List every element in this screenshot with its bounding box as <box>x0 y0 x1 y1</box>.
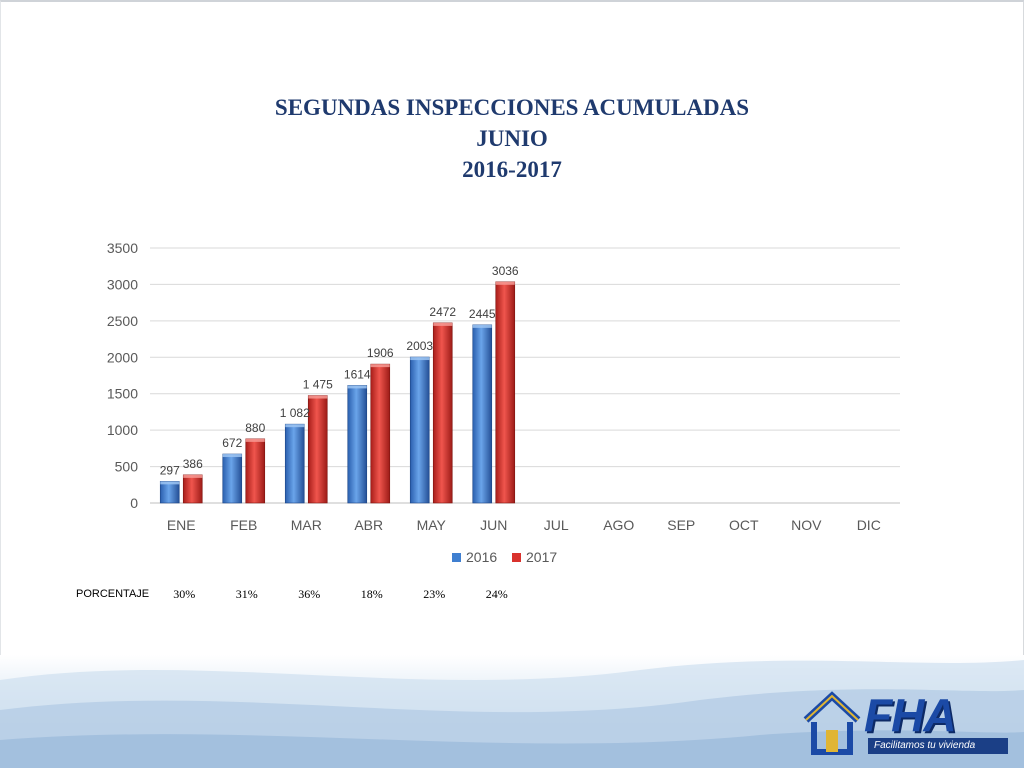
bar-cap <box>160 481 180 485</box>
bar-2017-mar <box>307 395 328 504</box>
bar-2016-may <box>409 356 430 504</box>
logo-tagline: Facilitamos tu vivienda <box>868 738 1008 754</box>
y-tick-label: 0 <box>130 495 138 511</box>
y-tick-label: 3500 <box>107 240 138 256</box>
x-tick-label: OCT <box>729 517 759 533</box>
bar-2017-abr <box>370 363 391 504</box>
bar-2016-ene <box>159 481 180 504</box>
y-tick-label: 2000 <box>107 349 138 365</box>
data-label: 3036 <box>492 264 519 278</box>
title-line-3: 2016-2017 <box>462 157 562 182</box>
title-line-2: JUNIO <box>476 126 548 151</box>
x-tick-label: SEP <box>667 517 695 533</box>
data-label: 2472 <box>429 305 456 319</box>
x-tick-label: ABR <box>354 517 383 533</box>
bar-cap <box>433 322 453 326</box>
percentage-value: 18% <box>360 587 383 601</box>
bar-cap <box>285 424 305 428</box>
x-tick-label: MAR <box>291 517 322 533</box>
bar-2016-jun <box>472 324 493 504</box>
bar-cap <box>347 385 367 389</box>
percentage-value: 36% <box>298 587 321 601</box>
percentage-value: 23% <box>423 587 446 601</box>
data-label: 297 <box>160 463 180 477</box>
bar-cap <box>183 474 203 478</box>
data-label: 880 <box>245 421 265 435</box>
legend-label-2016: 2016 <box>466 549 497 565</box>
percentage-value: 31% <box>235 587 258 601</box>
x-tick-label: AGO <box>603 517 634 533</box>
bar-cap <box>308 395 328 399</box>
data-label: 2003 <box>406 339 433 353</box>
data-label: 2445 <box>469 307 496 321</box>
legend-swatch-2016 <box>452 553 461 562</box>
bar-cap <box>472 324 492 328</box>
bar-2016-abr <box>347 385 368 504</box>
data-label: 1 082 <box>280 406 310 420</box>
bar-2016-mar <box>284 423 305 504</box>
y-tick-label: 1500 <box>107 386 138 402</box>
bar-cap <box>495 281 515 285</box>
bar-2017-may <box>432 322 453 504</box>
x-tick-label: JUL <box>544 517 569 533</box>
footer-wave-decoration <box>0 660 1024 768</box>
bar-2017-jun <box>495 281 516 504</box>
y-tick-label: 3000 <box>107 276 138 292</box>
x-tick-label: MAY <box>417 517 447 533</box>
bar-cap <box>245 438 265 442</box>
percentage-label: PORCENTAJE <box>76 588 150 600</box>
bar-2017-ene <box>182 474 203 504</box>
bar-2017-feb <box>245 438 266 504</box>
bar-chart: 297 672 1 082 1614 2003 2445 386 880 1 475 1906 24… <box>107 240 900 565</box>
x-tick-label: DIC <box>857 517 881 533</box>
bar-cap <box>370 364 390 368</box>
x-tick-label: JUN <box>480 517 507 533</box>
logo-text: FHA <box>864 689 957 741</box>
x-tick-label: FEB <box>230 517 257 533</box>
bar-cap <box>410 357 430 361</box>
data-label: 1906 <box>367 346 394 360</box>
data-label: 672 <box>222 436 242 450</box>
x-tick-label: NOV <box>791 517 822 533</box>
title-line-1: SEGUNDAS INSPECCIONES ACUMULADAS <box>274 95 750 120</box>
bar-cap <box>222 454 242 458</box>
data-label: 386 <box>183 457 203 471</box>
legend-swatch-2017 <box>512 553 521 562</box>
percentage-value: 24% <box>485 587 508 601</box>
chart-title: SEGUNDAS INSPECCIONES ACUMULADAS JUNIO 2… <box>0 92 1024 185</box>
bar-2016-feb <box>222 453 243 504</box>
fha-logo-icon <box>803 691 861 755</box>
y-tick-label: 1000 <box>107 422 138 438</box>
data-label: 1614 <box>344 367 371 381</box>
y-tick-label: 2500 <box>107 313 138 329</box>
y-tick-label: 500 <box>115 459 139 475</box>
legend-label-2017: 2017 <box>526 549 557 565</box>
percentage-value: 30% <box>173 587 196 601</box>
x-tick-label: ENE <box>167 517 196 533</box>
data-label: 1 475 <box>303 378 333 392</box>
